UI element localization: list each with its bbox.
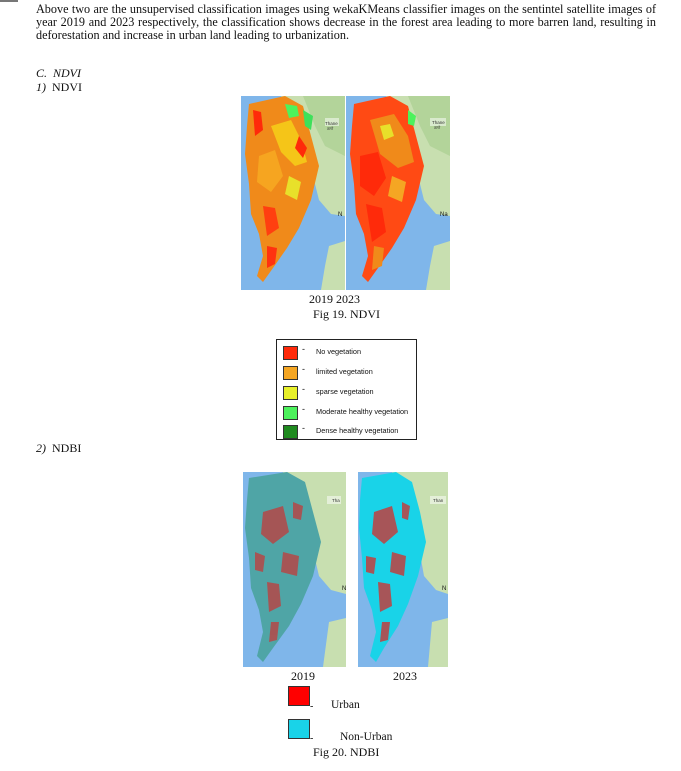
legend-item-sparse-vegetation: - sparse vegetation	[283, 384, 413, 400]
legend-dash: -	[302, 404, 305, 414]
ndbi-map-2019: Tha N	[243, 472, 346, 667]
ndvi-map-2019: Thane ठाणे N	[241, 96, 345, 290]
legend-item-no-vegetation: - No vegetation	[283, 344, 413, 360]
fig20-caption: Fig 20. NDBI	[313, 745, 380, 759]
legend-label: limited vegetation	[316, 367, 373, 376]
ndvi-2023-north-label: Na	[440, 212, 448, 218]
legend-label: sparse vegetation	[316, 387, 374, 396]
ndvi-2023-thane-label: Thane	[432, 120, 445, 125]
legend-dash: -	[302, 344, 305, 354]
legend-swatch	[283, 346, 298, 360]
legend-item-dense-vegetation: - Dense healthy vegetation	[283, 423, 413, 439]
subsection-1-number: 1)	[36, 80, 46, 94]
ndbi-2019-thane-label: Tha	[332, 498, 340, 503]
legend-swatch-urban	[288, 686, 310, 706]
ndvi-2019-thane-label: Thane	[325, 121, 338, 126]
fig19-caption: Fig 19. NDVI	[313, 307, 381, 321]
ndvi-2019-thane-local-label: ठाणे	[327, 126, 333, 131]
fig20-year-2019: 2019	[291, 669, 315, 683]
legend-label: Dense healthy vegetation	[316, 426, 399, 435]
section-c-title: NDVI	[53, 66, 82, 80]
legend-swatch	[283, 366, 298, 380]
ndvi-2023-thane-local-label: ठाणे	[434, 125, 440, 130]
legend-swatch	[283, 386, 298, 400]
legend-dash: -	[302, 364, 305, 374]
ndbi-map-2023: Than N	[358, 472, 448, 667]
subsection-1-heading: 1) NDVI	[36, 80, 82, 95]
ndbi-2023-thane-label: Than	[433, 498, 444, 503]
fig19-years-label: 2019 2023	[309, 292, 360, 306]
legend-label-non-urban: Non-Urban	[340, 731, 393, 743]
top-rule	[0, 0, 18, 2]
subsection-2-heading: 2) NDBI	[36, 441, 81, 456]
ndbi-2019-north-label: N	[342, 586, 346, 592]
ndvi-map-2023: Thane ठाणे Na	[346, 96, 450, 290]
fig20-year-2023: 2023	[393, 669, 417, 683]
section-c-number: C.	[36, 66, 48, 80]
ndvi-legend: - No vegetation - limited vegetation - s…	[276, 339, 417, 440]
legend-swatch-non-urban	[288, 719, 310, 739]
legend-dash: -	[302, 384, 305, 394]
legend-label-urban: Urban	[331, 699, 360, 711]
subsection-1-title: NDVI	[52, 80, 82, 94]
legend-label: Moderate healthy vegetation	[316, 407, 409, 416]
legend-item-moderate-vegetation: - Moderate healthy vegetation	[283, 404, 413, 420]
legend-label: No vegetation	[316, 347, 362, 356]
legend-dash: -	[310, 733, 314, 744]
legend-dash: -	[302, 423, 305, 433]
legend-dash: -	[310, 701, 314, 712]
ndvi-2019-north-label: N	[338, 212, 342, 218]
subsection-2-title: NDBI	[52, 441, 82, 455]
legend-item-limited-vegetation: - limited vegetation	[283, 364, 413, 380]
section-c-heading: C. NDVI	[36, 66, 81, 81]
legend-swatch	[283, 425, 298, 439]
body-paragraph: Above two are the unsupervised classific…	[36, 2, 656, 43]
legend-swatch	[283, 406, 298, 420]
ndbi-2023-north-label: N	[442, 586, 446, 592]
subsection-2-number: 2)	[36, 441, 46, 455]
